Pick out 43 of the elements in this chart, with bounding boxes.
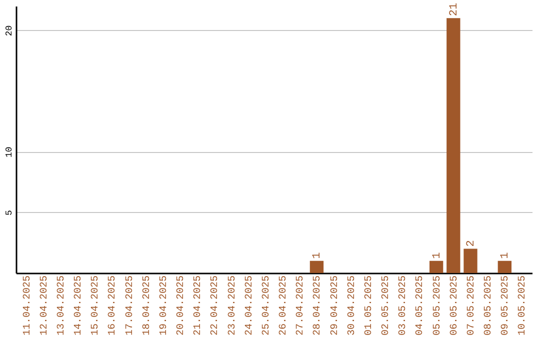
x-tick-label: 15.04.2025 <box>90 276 102 336</box>
x-tick-label: 26.04.2025 <box>278 276 290 336</box>
x-tick-label: 18.04.2025 <box>142 276 153 336</box>
data-label: 1 <box>431 252 444 259</box>
y-tick-label: 10 <box>4 146 14 158</box>
x-tick-label: 13.04.2025 <box>56 276 68 336</box>
data-label: 1 <box>500 252 512 259</box>
x-tick-label: 11.04.2025 <box>22 276 34 336</box>
y-tick-label: 20 <box>4 25 14 36</box>
x-tick-label: 12.04.2025 <box>39 276 50 336</box>
x-tick-label: 16.04.2025 <box>108 276 119 336</box>
x-tick-label: 04.05.2025 <box>415 276 426 336</box>
x-tick-label: 19.04.2025 <box>158 276 170 336</box>
x-tick-label: 23.04.2025 <box>227 276 238 336</box>
x-tick-label: 05.05.2025 <box>432 276 444 336</box>
x-tick-label: 25.04.2025 <box>261 276 272 336</box>
x-tick-label: 22.04.2025 <box>210 276 222 336</box>
x-tick-label: 10.05.2025 <box>518 276 529 336</box>
bar <box>429 260 444 273</box>
bar <box>464 248 478 273</box>
bar <box>446 18 460 273</box>
bar <box>310 260 324 273</box>
x-tick-label: 09.05.2025 <box>500 276 512 336</box>
x-tick-label: 17.04.2025 <box>124 276 136 336</box>
x-tick-label: 21.04.2025 <box>193 276 204 336</box>
x-tick-label: 20.04.2025 <box>176 276 188 336</box>
x-tick-label: 27.04.2025 <box>296 276 307 336</box>
data-label: 2 <box>465 240 478 247</box>
x-tick-label: 06.05.2025 <box>449 276 460 336</box>
data-label: 1 <box>312 252 324 259</box>
x-tick-label: 08.05.2025 <box>484 276 495 336</box>
x-tick-label: 03.05.2025 <box>398 276 410 336</box>
data-label: 21 <box>448 2 460 16</box>
x-tick-label: 24.04.2025 <box>244 276 256 336</box>
bar <box>498 260 512 273</box>
x-tick-label: 29.04.2025 <box>330 276 341 336</box>
x-tick-label: 14.04.2025 <box>74 276 85 336</box>
x-tick-label: 30.04.2025 <box>346 276 358 336</box>
x-tick-label: 02.05.2025 <box>381 276 392 336</box>
x-tick-label: 01.05.2025 <box>364 276 375 336</box>
x-tick-label: 28.04.2025 <box>312 276 324 336</box>
y-tick-label: 5 <box>4 210 14 216</box>
x-tick-label: 07.05.2025 <box>466 276 478 336</box>
